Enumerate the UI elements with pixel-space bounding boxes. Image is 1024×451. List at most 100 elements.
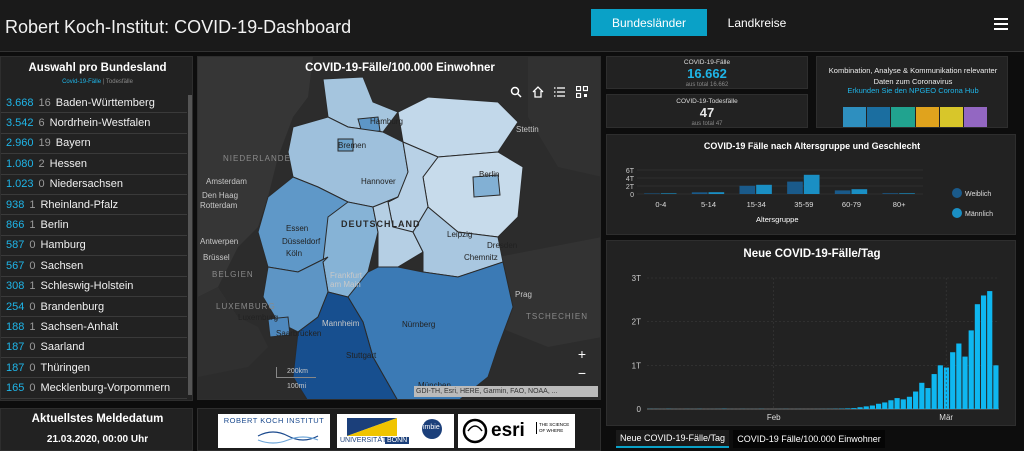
map-label-saarbruecken: Saarbrücken: [276, 329, 322, 338]
qr-code-icon[interactable]: [576, 86, 594, 104]
state-row[interactable]: 938 1 Rheinland-Pfalz: [1, 195, 187, 216]
daily-bar[interactable]: [869, 405, 875, 409]
zoom-out-button[interactable]: −: [577, 365, 587, 381]
daily-bar[interactable]: [857, 407, 863, 409]
state-row[interactable]: 3.668 16 Baden-Württemberg: [1, 93, 187, 114]
age-bar[interactable]: [834, 190, 851, 194]
state-row[interactable]: 187 0 Saarland: [1, 338, 187, 359]
state-row[interactable]: 165 0 Mecklenburg-Vorpommern: [1, 378, 187, 399]
age-ytick: 0: [630, 192, 634, 199]
daily-ytick: 2T: [632, 318, 641, 327]
info-text: Kombination, Analyse & Kommunikation rel…: [828, 66, 998, 86]
state-row[interactable]: 587 0 Hamburg: [1, 236, 187, 257]
map-label-muenchen: München: [418, 381, 451, 390]
age-bar[interactable]: [739, 185, 756, 194]
daily-bar[interactable]: [987, 291, 993, 409]
age-bar[interactable]: [756, 184, 772, 194]
age-bar[interactable]: [803, 174, 820, 194]
daily-bar[interactable]: [894, 398, 900, 409]
hub-car-icon[interactable]: [915, 107, 939, 127]
map-label-nuernberg: Nürnberg: [402, 320, 436, 329]
age-bar[interactable]: [644, 193, 660, 194]
state-deaths: 1: [29, 198, 36, 211]
daily-bar[interactable]: [900, 399, 906, 409]
daily-bar[interactable]: [882, 402, 888, 409]
map-label-dresden: Dresden: [487, 241, 518, 250]
hub-building-icon[interactable]: [963, 107, 988, 127]
age-bar[interactable]: [899, 193, 915, 194]
daily-chart[interactable]: 0 1T 2T 3T Feb Mär: [607, 241, 1017, 427]
zoom-in-button[interactable]: +: [577, 346, 587, 362]
daily-bar[interactable]: [863, 406, 869, 409]
daily-bar[interactable]: [956, 343, 962, 410]
daily-bar[interactable]: [962, 356, 968, 409]
state-deaths: 0: [29, 382, 36, 395]
age-bar[interactable]: [660, 193, 677, 194]
state-row[interactable]: 254 0 Brandenburg: [1, 297, 187, 318]
state-row[interactable]: 1.080 2 Hessen: [1, 154, 187, 175]
map-label-essen: Essen: [286, 224, 309, 233]
daily-bar[interactable]: [845, 408, 851, 409]
tab-new-cases-per-day[interactable]: Neue COVID-19-Fälle/Tag: [616, 430, 729, 448]
map-label-hannover: Hannover: [361, 177, 396, 186]
map-label-belgien: BELGIEN: [212, 270, 254, 279]
state-row[interactable]: 3.542 6 Nordrhein-Westfalen: [1, 113, 187, 134]
state-list-scrollbar[interactable]: [188, 95, 192, 395]
tab-cases-per-100k[interactable]: COVID-19 Fälle/100.000 Einwohner: [733, 430, 885, 448]
daily-bar[interactable]: [974, 304, 980, 409]
state-cases: 187: [6, 361, 25, 374]
age-xtick: 60-79: [842, 200, 861, 209]
tab-landkreise[interactable]: Landkreise: [727, 15, 787, 30]
hub-map-pin-icon[interactable]: [867, 107, 891, 127]
state-name: Sachsen-Anhalt: [40, 320, 119, 333]
state-row[interactable]: 866 1 Berlin: [1, 215, 187, 236]
state-row[interactable]: 567 0 Sachsen: [1, 256, 187, 277]
daily-bar[interactable]: [950, 352, 956, 409]
daily-bar[interactable]: [851, 408, 857, 409]
age-bar[interactable]: [851, 189, 868, 194]
hub-heart-icon[interactable]: [891, 107, 915, 127]
state-row[interactable]: 2.960 19 Bayern: [1, 134, 187, 155]
daily-bar[interactable]: [925, 388, 931, 409]
hub-icon-strip[interactable]: [843, 107, 988, 127]
daily-bar[interactable]: [943, 367, 950, 409]
daily-bar[interactable]: [968, 330, 974, 409]
search-icon[interactable]: [510, 86, 528, 104]
age-bar[interactable]: [882, 193, 899, 194]
legend-cases: Covid-19-Fälle: [62, 79, 102, 85]
daily-bar[interactable]: [937, 365, 943, 409]
state-deaths: 1: [29, 320, 36, 333]
daily-bar[interactable]: [919, 382, 925, 409]
state-row[interactable]: 188 1 Sachsen-Anhalt: [1, 317, 187, 338]
map-panel[interactable]: COVID-19-Fälle/100.000 Einwohner Hamburg…: [197, 56, 601, 400]
daily-bar[interactable]: [913, 391, 919, 409]
daily-bar[interactable]: [931, 374, 937, 409]
hub-bus-icon[interactable]: [939, 107, 963, 127]
state-name: Hessen: [49, 157, 87, 170]
age-bar[interactable]: [787, 181, 803, 194]
state-row[interactable]: 308 1 Schleswig-Holstein: [1, 277, 187, 297]
layer-list-icon[interactable]: [554, 86, 572, 104]
npgeo-hub-link[interactable]: Erkunden Sie den NPGEO Corona Hub: [847, 86, 979, 95]
map-title: COVID-19-Fälle/100.000 Einwohner: [305, 62, 495, 74]
state-deaths: 6: [38, 117, 45, 130]
map-canvas[interactable]: [198, 57, 601, 400]
hamburger-menu-icon[interactable]: [994, 18, 1008, 30]
home-icon[interactable]: [532, 86, 550, 104]
daily-ytick: 3T: [632, 274, 641, 283]
hub-virus-icon[interactable]: [843, 107, 867, 127]
daily-bar[interactable]: [993, 365, 999, 409]
daily-bar[interactable]: [906, 396, 913, 409]
state-name: Bayern: [55, 137, 91, 150]
age-bar[interactable]: [691, 192, 708, 194]
age-bar[interactable]: [708, 192, 725, 194]
daily-bar[interactable]: [875, 403, 882, 409]
daily-bar[interactable]: [888, 400, 894, 409]
kpi-cases: COVID-19-Fälle 16.662 aus total 16.662: [606, 56, 808, 89]
state-row[interactable]: 187 0 Thüringen: [1, 358, 187, 379]
daily-bar[interactable]: [980, 295, 987, 409]
state-row[interactable]: 1.023 0 Niedersachsen: [1, 175, 187, 195]
tab-bundeslaender[interactable]: Bundesländer: [591, 9, 707, 36]
age-ytick: 2T: [626, 184, 635, 191]
